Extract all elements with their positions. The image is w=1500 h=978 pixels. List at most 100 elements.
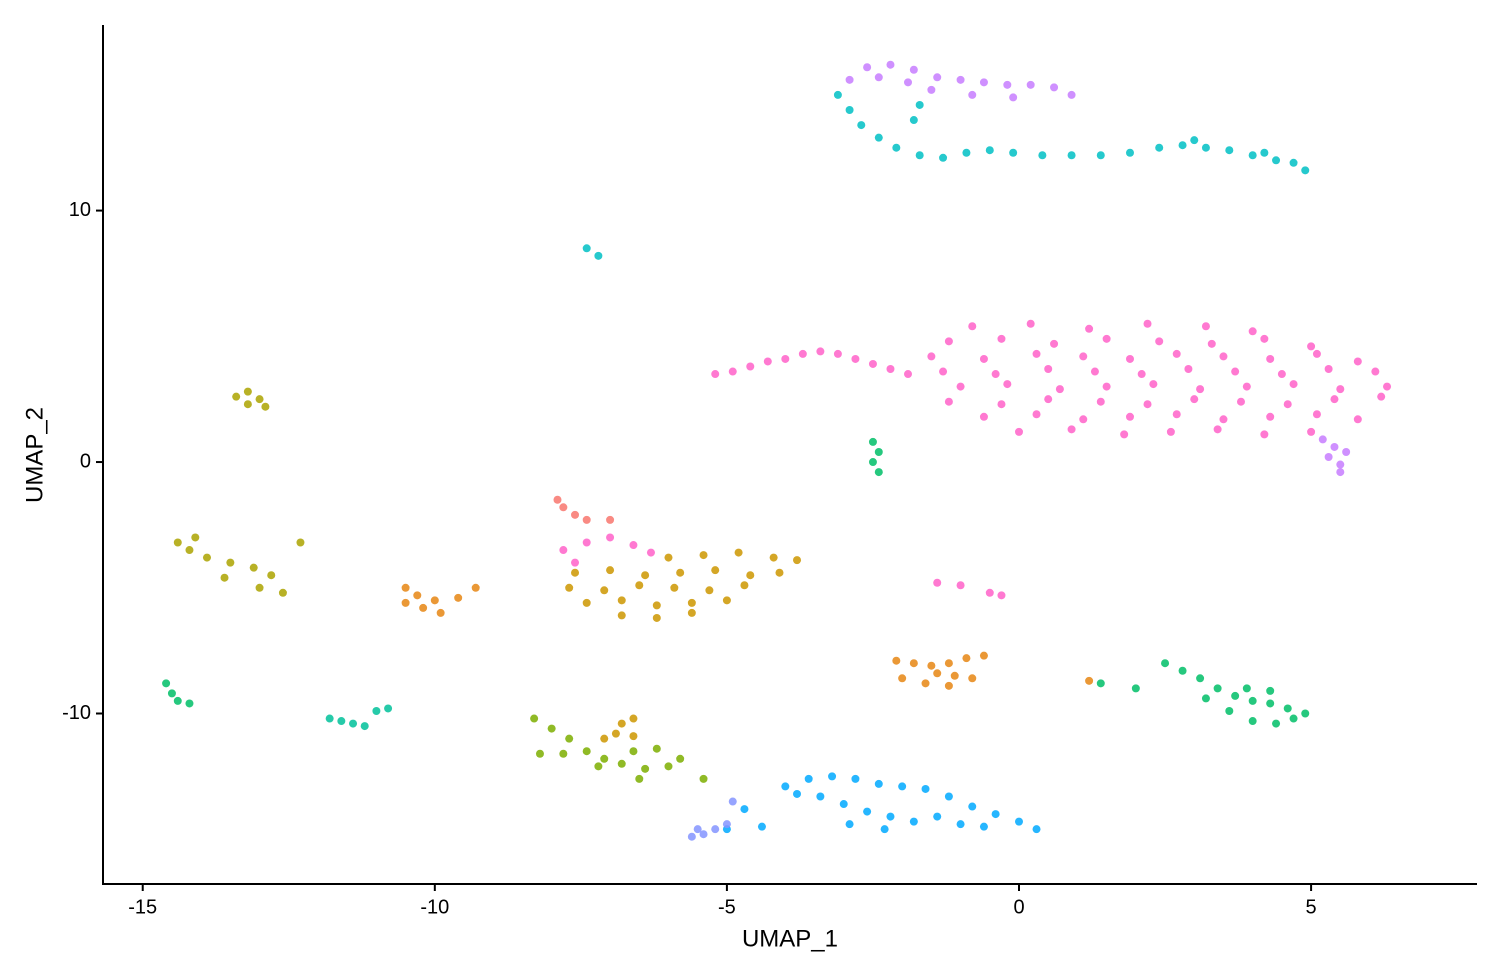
point [664,553,673,562]
point [874,779,883,788]
point [909,116,918,125]
point [933,578,942,587]
point [1090,367,1099,376]
point [173,538,182,547]
point [1044,365,1053,374]
point [617,759,626,768]
point [582,538,591,547]
point [921,679,930,688]
x-tick-label: 5 [1306,896,1317,918]
point [892,143,901,152]
point [898,674,907,683]
point [757,822,766,831]
point [845,105,854,114]
point [1190,395,1199,404]
point [1026,319,1035,328]
point [734,548,743,557]
point [1324,365,1333,374]
point [676,568,685,577]
point [956,382,965,391]
point [600,754,609,763]
point [693,825,702,834]
point [454,593,463,602]
point [1196,385,1205,394]
point [687,598,696,607]
point [401,598,410,607]
point [1050,83,1059,92]
point [1032,825,1041,834]
point [1307,427,1316,436]
point [699,830,708,839]
point [471,583,480,592]
point [1231,367,1240,376]
point [979,651,988,660]
point [1201,694,1210,703]
point [635,774,644,783]
point [699,551,708,560]
point [1149,380,1158,389]
point [1219,415,1228,424]
point [968,674,977,683]
point [845,75,854,84]
point [1015,817,1023,826]
point [1353,357,1362,366]
point [1032,410,1041,419]
point [1067,425,1076,434]
point [559,749,568,758]
point [740,581,749,590]
point [944,337,953,346]
point [845,820,854,829]
point [1330,395,1339,404]
point [173,696,182,705]
point [1248,151,1257,160]
point [781,782,790,791]
point [851,774,860,783]
point [337,717,346,726]
point [1272,719,1281,728]
point [886,365,895,374]
point [933,73,942,82]
point [652,613,661,622]
point [1213,684,1222,693]
point [571,558,580,567]
point [933,812,942,821]
point [611,729,620,738]
point [1055,385,1064,394]
point [1172,349,1181,358]
point [991,810,1000,819]
point [1155,337,1164,346]
point [909,659,918,668]
point [652,601,661,610]
point [226,558,235,567]
point [921,784,930,793]
point [1201,322,1210,331]
point [430,596,439,605]
point [419,603,428,612]
point [530,714,539,723]
point [944,397,953,406]
point [833,90,842,99]
point [939,367,948,376]
point [1336,460,1345,469]
point [874,447,883,456]
point [1009,93,1018,102]
point [617,611,626,620]
point [571,568,580,577]
point [1248,327,1257,336]
point [1196,674,1205,683]
point [547,724,556,733]
point [979,78,988,87]
point [962,148,971,157]
point [1307,342,1316,351]
point [594,762,603,771]
point [909,817,918,826]
point [1312,410,1321,419]
point [886,812,895,821]
point [1161,659,1170,668]
point [559,503,568,512]
point [255,583,264,592]
point [535,749,544,758]
point [670,583,679,592]
point [1248,717,1257,726]
point [296,538,305,547]
